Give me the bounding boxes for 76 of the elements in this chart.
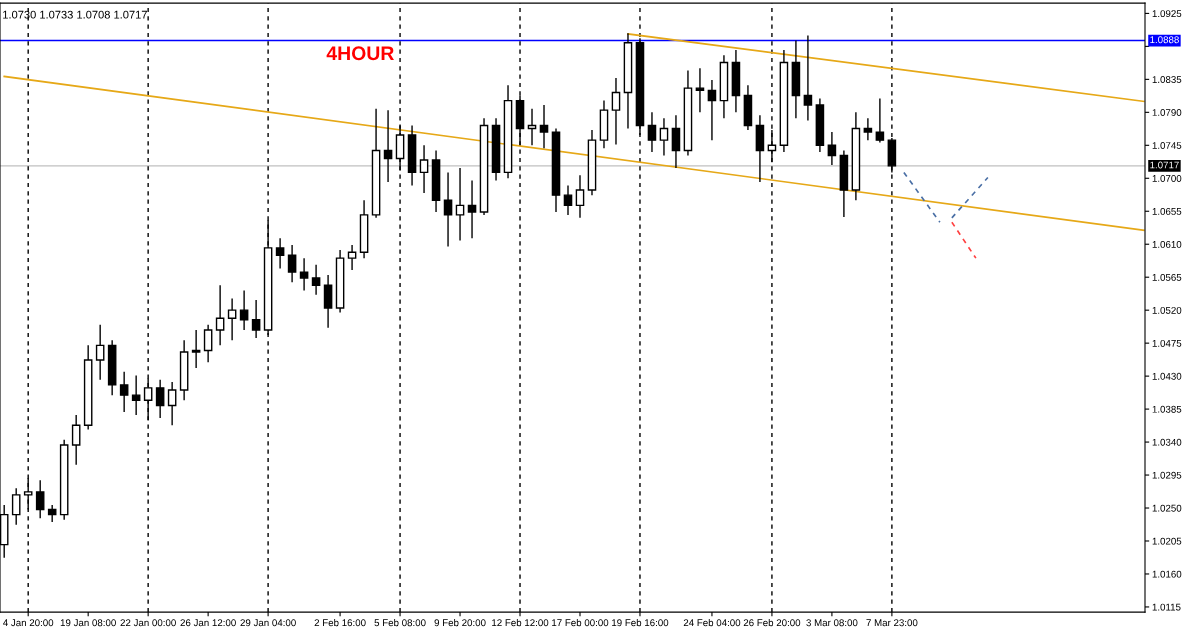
candlestick <box>611 77 621 146</box>
y-tick-label: 1.0160 <box>1152 570 1182 578</box>
candlestick <box>671 114 681 169</box>
y-tick-label: 1.0700 <box>1152 175 1182 182</box>
candlestick <box>311 264 321 296</box>
candlestick <box>239 289 249 331</box>
x-tick-label: 3 Mar 08:00 <box>806 619 858 627</box>
candlestick <box>455 167 465 242</box>
x-tick-label: 2 Feb 16:00 <box>314 619 366 627</box>
candlestick <box>323 274 333 329</box>
candlestick <box>215 284 225 347</box>
candlestick <box>539 104 549 149</box>
candlestick <box>251 299 261 339</box>
candlestick <box>11 487 21 526</box>
x-tick-label: 12 Feb 12:00 <box>492 619 549 627</box>
candlestick <box>647 111 657 153</box>
x-tick-label: 17 Feb 00:00 <box>552 619 609 627</box>
candlestick <box>827 131 837 166</box>
candlestick <box>227 297 237 341</box>
candlestick <box>575 174 585 219</box>
x-tick-label: 9 Feb 20:00 <box>434 619 486 627</box>
candlestick <box>863 117 873 141</box>
y-tick-label: 1.0835 <box>1152 76 1182 83</box>
candlestick <box>563 184 573 216</box>
ref-line-label: 1.0717 <box>1150 161 1179 169</box>
x-tick-label: 26 Feb 20:00 <box>743 619 801 627</box>
candlestick <box>467 179 477 240</box>
candlestick <box>383 109 393 183</box>
y-tick-label: 1.0385 <box>1152 405 1182 413</box>
x-tick-label: 19 Jan 08:00 <box>60 619 116 627</box>
x-tick-label: 19 Feb 16:00 <box>612 619 669 627</box>
candlestick <box>119 371 129 413</box>
annotation: 1.0730 1.0733 1.0708 1.0717 <box>3 10 147 19</box>
x-tick-label: 7 Mar 23:00 <box>866 619 918 627</box>
y-tick-label: 1.0925 <box>1152 10 1182 18</box>
x-tick-label: 24 Feb 04:00 <box>683 619 741 627</box>
candlestick <box>347 244 357 271</box>
candlestick <box>203 324 213 363</box>
x-tick-label: 22 Jan 00:00 <box>120 619 176 627</box>
y-tick-label: 1.0745 <box>1152 142 1182 149</box>
y-tick-label: 1.0790 <box>1152 109 1182 116</box>
x-tick-label: 5 Feb 08:00 <box>374 619 426 627</box>
x-tick-label: 29 Jan 04:00 <box>240 619 296 627</box>
candlestick <box>167 381 177 426</box>
y-tick-label: 1.0115 <box>1152 603 1181 611</box>
candlestick <box>95 324 105 381</box>
candlestick <box>299 257 309 292</box>
candlestick <box>287 244 297 284</box>
y-tick-label: 1.0340 <box>1152 438 1182 446</box>
y-tick-label: 1.0610 <box>1152 240 1182 248</box>
candlestick <box>155 379 165 419</box>
y-tick-label: 1.0475 <box>1152 339 1182 347</box>
candlestick <box>443 171 453 248</box>
candlestick <box>803 34 813 122</box>
candlestick <box>527 107 537 147</box>
x-tick-label: 26 Jan 12:00 <box>180 619 236 627</box>
candlestick <box>875 97 885 144</box>
y-tick-label: 1.0250 <box>1152 504 1182 512</box>
candlestick <box>275 237 285 270</box>
y-tick-label: 1.0520 <box>1152 306 1182 314</box>
y-tick-label: 1.0655 <box>1152 207 1182 215</box>
candlestick <box>695 67 705 114</box>
ref-line-label: 1.0888 <box>1150 36 1179 44</box>
candlestick <box>35 479 45 519</box>
candlestick <box>191 329 201 369</box>
candlestick <box>419 144 429 194</box>
x-tick-label: 4 Jan 20:00 <box>3 619 54 627</box>
candlestick <box>131 374 141 416</box>
y-tick-label: 1.0565 <box>1152 273 1182 281</box>
candlestick <box>659 117 669 157</box>
y-tick-label: 1.0430 <box>1152 372 1182 380</box>
y-tick-label: 1.0295 <box>1152 471 1182 479</box>
y-tick-label: 1.0205 <box>1152 537 1182 545</box>
candlestick <box>71 414 81 466</box>
annotation: 4HOUR <box>326 46 394 61</box>
candlestick <box>707 79 717 141</box>
